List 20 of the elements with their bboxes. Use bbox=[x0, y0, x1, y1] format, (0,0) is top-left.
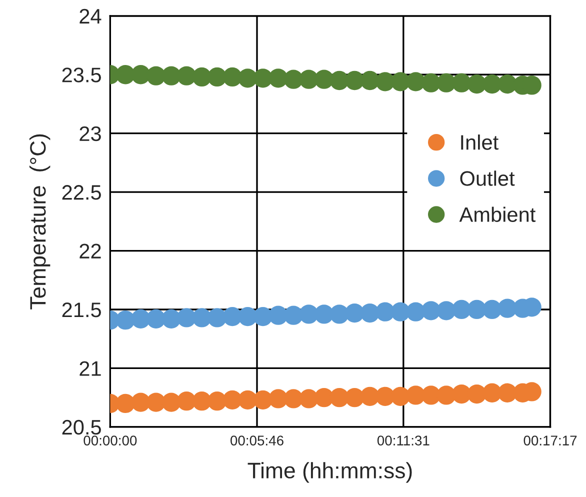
x-tick-label: 00:11:31 bbox=[377, 436, 430, 446]
y-tick-label: 21 bbox=[80, 361, 101, 376]
y-tick-label: 20.5 bbox=[62, 420, 101, 435]
x-axis-title: Time (hh:mm:ss) bbox=[248, 462, 412, 483]
y-tick-label: 23 bbox=[80, 126, 101, 142]
y-tick-label: 22.5 bbox=[62, 185, 101, 200]
y-tick-label: 22 bbox=[80, 244, 101, 258]
x-tick-label: 00:17:17 bbox=[524, 436, 577, 446]
legend-label: Outlet bbox=[460, 170, 515, 186]
legend-label: Ambient bbox=[459, 206, 536, 222]
point bbox=[452, 73, 472, 92]
y-tick-label: 24 bbox=[80, 8, 102, 24]
x-tick-label: 00:00:00 bbox=[84, 436, 137, 446]
point bbox=[345, 388, 364, 408]
point bbox=[176, 308, 196, 328]
legend-label: Inlet bbox=[461, 134, 498, 150]
y-axis-title: Temperature (°C) bbox=[29, 134, 50, 310]
y-tick-label: 21.5 bbox=[62, 302, 101, 318]
x-tick-label: 00:05:46 bbox=[230, 436, 284, 446]
y-tick-label: 23.5 bbox=[62, 68, 101, 82]
